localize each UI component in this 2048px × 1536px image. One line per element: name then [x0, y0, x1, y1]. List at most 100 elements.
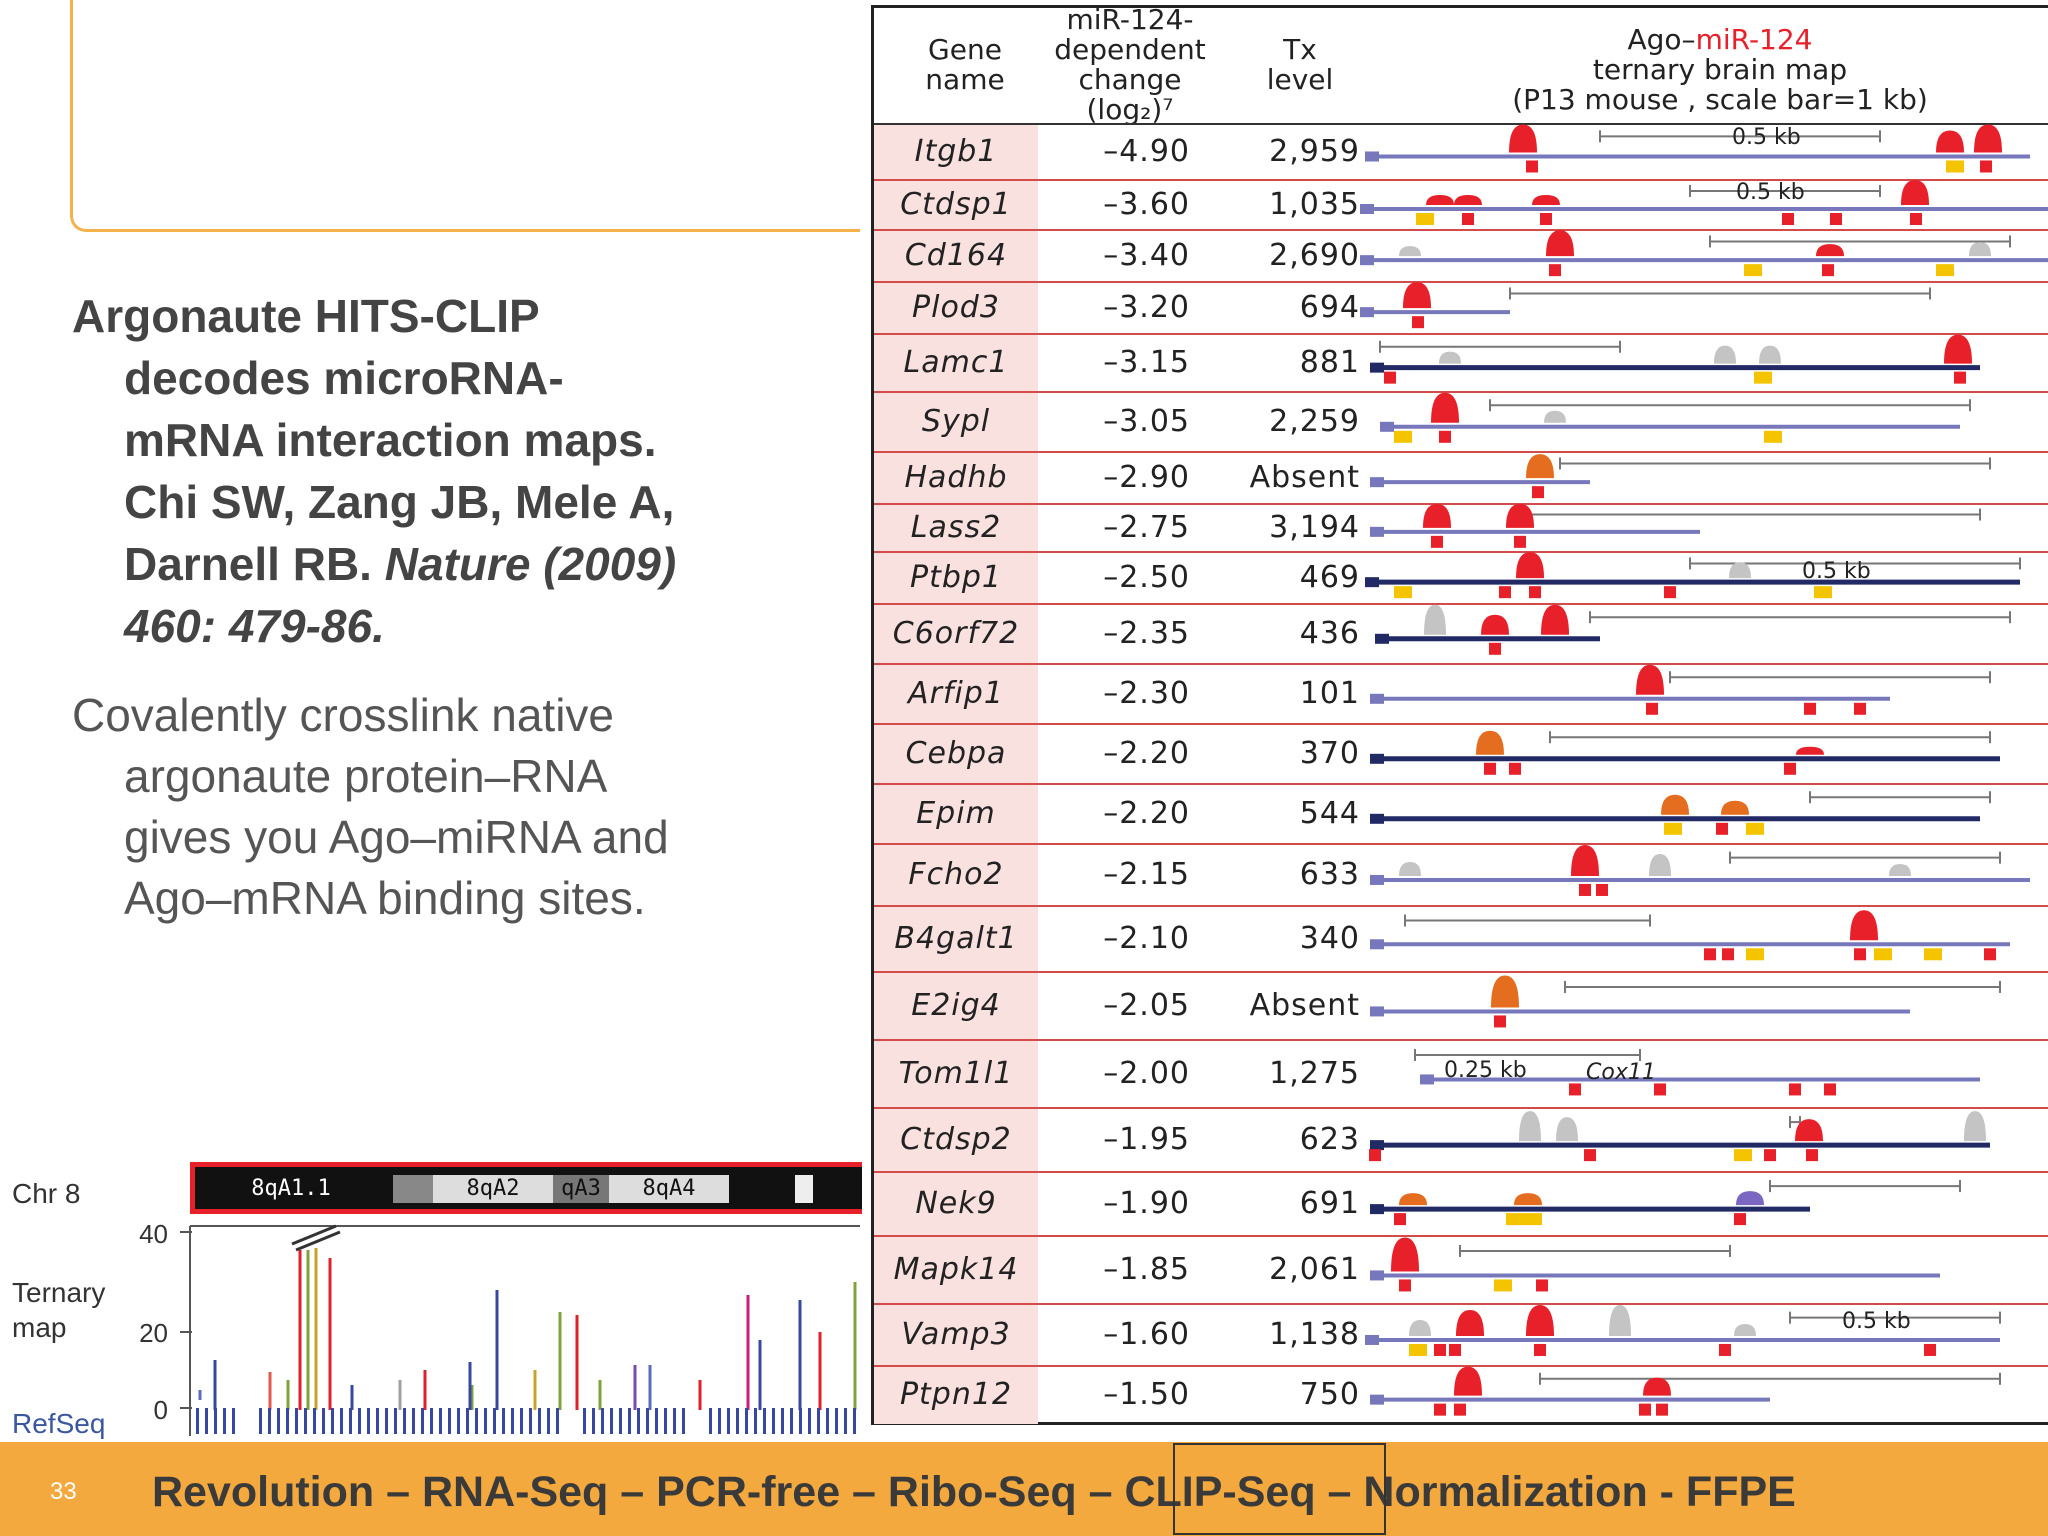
- row-separator: [874, 1365, 2048, 1367]
- binding-peak: [1571, 844, 1599, 876]
- tx-level: 370: [1299, 736, 1360, 771]
- refseq-gene: [349, 1408, 352, 1434]
- refseq-gene: [466, 1408, 469, 1434]
- band-label: 8qA1.1: [199, 1175, 383, 1203]
- tx-level: Absent: [1249, 460, 1360, 495]
- tx-level: 340: [1299, 921, 1360, 956]
- footer-text: – Normalization - FFPE: [1327, 1468, 1796, 1516]
- refseq-gene: [835, 1408, 838, 1434]
- binding-site: [1854, 948, 1866, 961]
- gene-name: Ptpn12: [899, 1377, 1013, 1412]
- fold-change: –2.15: [1103, 857, 1190, 892]
- header-tx: Tx level: [1240, 35, 1360, 95]
- header-line: Tx: [1283, 33, 1317, 66]
- header-map: Ago–miR-124 ternary brain map (P13 mouse…: [1400, 25, 2040, 115]
- reference-pages: 460: 479-86.: [124, 600, 385, 652]
- gene-name: Vamp3: [901, 1317, 1011, 1352]
- binding-site: [1394, 586, 1412, 599]
- band-label: qA3: [553, 1175, 609, 1203]
- refseq-gene: [277, 1408, 280, 1434]
- transcript-exon: [1365, 577, 1379, 588]
- transcript-exon: [1370, 874, 1384, 885]
- refseq-gene: [826, 1408, 829, 1434]
- description-line: argonaute protein–RNA: [124, 750, 608, 802]
- gene-name: Arfip1: [908, 676, 1004, 711]
- reference-line: Argonaute HITS-CLIP: [72, 290, 540, 342]
- transcript-exon: [1370, 1270, 1384, 1281]
- binding-peak: [1964, 1111, 1986, 1142]
- band-spacer: [393, 1175, 433, 1203]
- fold-change: –3.20: [1103, 290, 1190, 325]
- transcript-exon: [1420, 1074, 1434, 1085]
- refseq-gene: [475, 1408, 478, 1434]
- refseq-gene: [601, 1408, 604, 1434]
- tx-level: 469: [1299, 560, 1360, 595]
- refseq-gene: [781, 1408, 784, 1434]
- binding-peak: [1506, 503, 1534, 528]
- scale-label: 0.5 kb: [1842, 1309, 1911, 1334]
- refseq-gene: [430, 1408, 433, 1434]
- binding-site: [1784, 762, 1796, 775]
- refseq-gene: [592, 1408, 595, 1434]
- ternary-peaks: [198, 1248, 857, 1410]
- binding-site: [1924, 948, 1942, 961]
- binding-site: [1654, 1083, 1666, 1096]
- binding-site: [1984, 948, 1996, 961]
- row-separator: [874, 663, 2048, 665]
- binding-site: [1874, 948, 1892, 961]
- binding-peak: [1476, 730, 1504, 755]
- transcript-exon: [1365, 151, 1379, 162]
- header-line: dependent: [1054, 33, 1206, 66]
- row-separator: [874, 1107, 2048, 1109]
- fold-change: –1.50: [1103, 1377, 1190, 1412]
- refseq-gene: [520, 1408, 523, 1434]
- tx-level: 436: [1299, 616, 1360, 651]
- binding-site: [1462, 213, 1474, 225]
- reference-citation: Argonaute HITS-CLIP decodes microRNA- mR…: [72, 285, 792, 657]
- y-tick: 20: [139, 1318, 168, 1348]
- header-line: miR-124-: [1066, 3, 1194, 36]
- refseq-gene: [619, 1408, 622, 1434]
- refseq-gene: [637, 1408, 640, 1434]
- binding-peak: [1426, 195, 1454, 205]
- binding-peak: [1556, 1117, 1578, 1142]
- binding-peak: [1649, 853, 1671, 876]
- binding-peak: [1734, 1323, 1756, 1336]
- refseq-gene: [268, 1408, 271, 1434]
- binding-site: [1569, 1083, 1581, 1096]
- binding-site: [1526, 160, 1538, 173]
- footer-clip-seq: CLIP-Seq: [1124, 1468, 1316, 1516]
- transcript-exon: [1370, 813, 1384, 824]
- refseq-gene: [295, 1408, 298, 1434]
- fold-change: –2.35: [1103, 616, 1190, 651]
- binding-site: [1722, 948, 1734, 961]
- binding-peak: [1403, 282, 1431, 309]
- header-line: level: [1266, 63, 1334, 96]
- binding-site: [1946, 160, 1964, 173]
- transcript-exon: [1365, 1334, 1379, 1345]
- header-box-outline: [70, 0, 860, 232]
- gene-table-frame: [871, 5, 2048, 1425]
- binding-peak: [1541, 604, 1569, 635]
- binding-site: [1532, 486, 1544, 499]
- binding-site: [1639, 1403, 1651, 1416]
- refseq-gene: [502, 1408, 505, 1434]
- refseq-gene: [790, 1408, 793, 1434]
- scale-label: 0.5 kb: [1802, 559, 1871, 584]
- gene-name: Ptbp1: [909, 560, 1003, 595]
- refseq-label: RefSeq: [12, 1408, 106, 1439]
- transcript-exon: [1370, 753, 1384, 764]
- gene-map-tracks: [1360, 124, 2048, 1416]
- binding-site: [1431, 535, 1443, 548]
- binding-peak: [1721, 800, 1749, 815]
- binding-site: [1416, 213, 1434, 225]
- refseq-gene: [718, 1408, 721, 1434]
- binding-peak: [1850, 910, 1878, 941]
- refseq-gene: [322, 1408, 325, 1434]
- binding-peak: [1399, 861, 1421, 876]
- gene-name: Plod3: [912, 290, 1000, 325]
- refseq-gene: [259, 1408, 262, 1434]
- row-separator: [874, 603, 2048, 605]
- tx-level: 1,035: [1269, 187, 1360, 222]
- binding-peak: [1816, 244, 1844, 257]
